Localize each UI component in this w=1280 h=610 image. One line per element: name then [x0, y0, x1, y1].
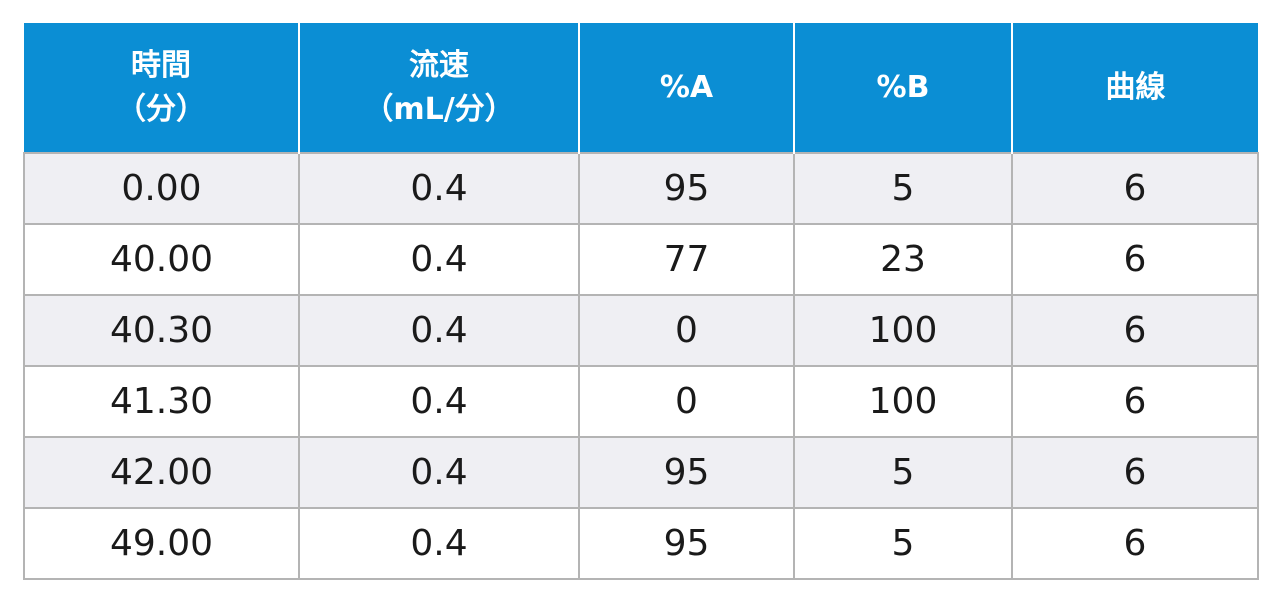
cell-curve: 6: [1011, 436, 1259, 509]
cell-percent-a: 77: [578, 223, 795, 296]
cell-curve: 6: [1011, 365, 1259, 438]
cell-percent-b: 5: [793, 436, 1013, 509]
header-row: 時間 （分） 流速 （mL/分） %A %B 曲線: [24, 23, 1258, 153]
cell-time: 40.30: [23, 294, 300, 367]
header-flow-rate-unit: （mL/分）: [363, 91, 515, 127]
table-row: 40.30 0.4 0 100 6: [23, 294, 1259, 367]
header-percent-a: %A: [578, 23, 794, 153]
cell-percent-b: 5: [793, 152, 1013, 225]
cell-flow-rate: 0.4: [298, 294, 580, 367]
header-percent-b-label: %B: [876, 69, 930, 105]
cell-percent-b: 100: [793, 365, 1013, 438]
cell-percent-a: 0: [578, 365, 795, 438]
cell-time: 42.00: [23, 436, 300, 509]
cell-percent-a: 95: [578, 507, 795, 580]
header-percent-b: %B: [793, 23, 1012, 153]
cell-flow-rate: 0.4: [298, 507, 580, 580]
header-flow-rate-label: 流速: [409, 47, 469, 83]
table-row: 42.00 0.4 95 5 6: [23, 436, 1259, 509]
cell-flow-rate: 0.4: [298, 152, 580, 225]
cell-curve: 6: [1011, 223, 1259, 296]
cell-percent-a: 95: [578, 436, 795, 509]
cell-flow-rate: 0.4: [298, 223, 580, 296]
header-curve: 曲線: [1011, 23, 1258, 153]
cell-time: 0.00: [23, 152, 300, 225]
header-time-unit: （分）: [116, 91, 206, 127]
cell-time: 41.30: [23, 365, 300, 438]
cell-curve: 6: [1011, 152, 1259, 225]
cell-percent-a: 95: [578, 152, 795, 225]
gradient-table: 時間 （分） 流速 （mL/分） %A %B 曲線 0.00 0.4 95 5 …: [23, 23, 1259, 580]
table-row: 0.00 0.4 95 5 6: [23, 152, 1259, 225]
cell-curve: 6: [1011, 294, 1259, 367]
header-time-label: 時間: [131, 47, 191, 83]
header-flow-rate: 流速 （mL/分）: [298, 23, 579, 153]
header-percent-a-label: %A: [659, 69, 714, 105]
cell-curve: 6: [1011, 507, 1259, 580]
header-time: 時間 （分）: [24, 23, 299, 153]
cell-percent-b: 5: [793, 507, 1013, 580]
cell-flow-rate: 0.4: [298, 365, 580, 438]
cell-time: 49.00: [23, 507, 300, 580]
cell-time: 40.00: [23, 223, 300, 296]
table-row: 40.00 0.4 77 23 6: [23, 223, 1259, 296]
cell-percent-a: 0: [578, 294, 795, 367]
cell-percent-b: 100: [793, 294, 1013, 367]
table-row: 49.00 0.4 95 5 6: [23, 507, 1259, 580]
header-curve-label: 曲線: [1105, 69, 1166, 105]
cell-flow-rate: 0.4: [298, 436, 580, 509]
cell-percent-b: 23: [793, 223, 1013, 296]
table-row: 41.30 0.4 0 100 6: [23, 365, 1259, 438]
